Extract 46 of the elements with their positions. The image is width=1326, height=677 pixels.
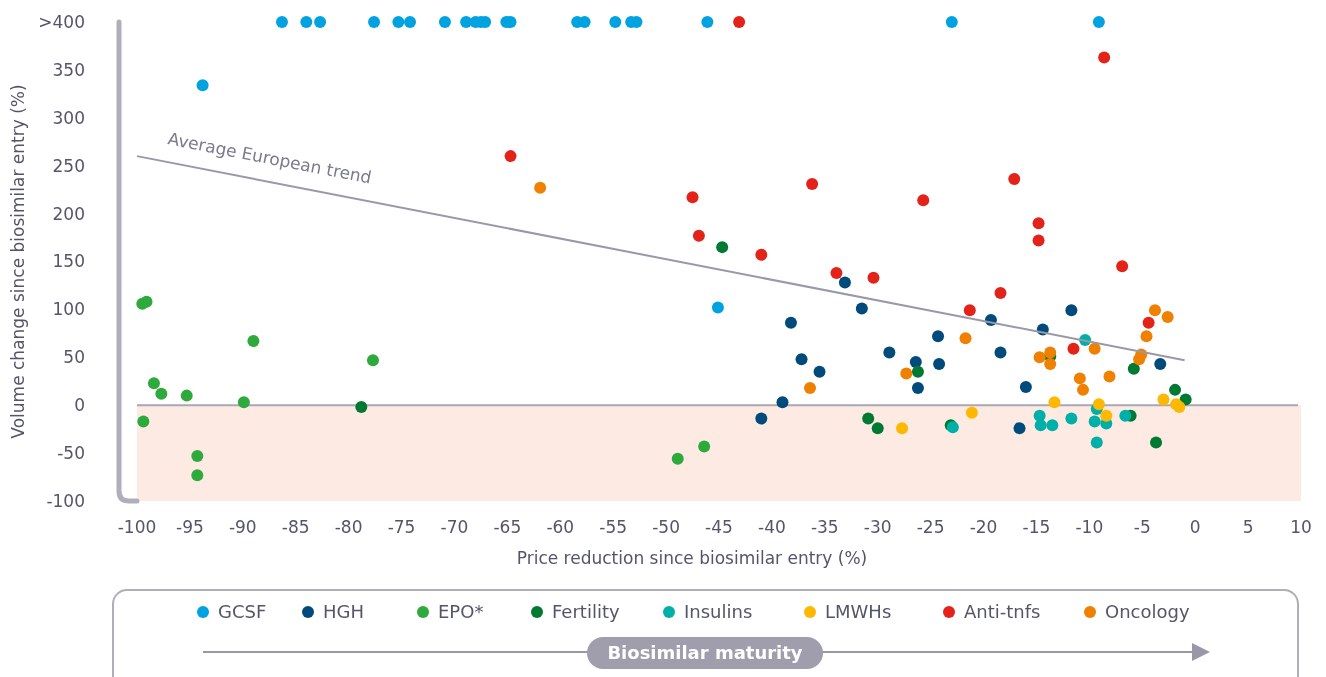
x-tick-label: -50 bbox=[652, 517, 680, 537]
x-tick-label: -85 bbox=[281, 517, 310, 537]
x-tick-label: -65 bbox=[493, 517, 522, 537]
x-tick-label: -55 bbox=[599, 517, 628, 537]
y-tick-label: 100 bbox=[52, 299, 85, 320]
x-tick-label: -100 bbox=[117, 517, 157, 537]
x-tick-label: 0 bbox=[1189, 517, 1201, 537]
y-tick-label: >400 bbox=[38, 11, 85, 32]
x-tick-label: 10 bbox=[1290, 517, 1312, 537]
x-tick-label: -30 bbox=[863, 517, 892, 537]
x-tick-label: -40 bbox=[758, 517, 786, 537]
y-tick-label: 0 bbox=[74, 395, 85, 416]
text: Average European trend bbox=[166, 128, 374, 188]
x-tick-label: -20 bbox=[969, 517, 998, 537]
x-tick-label: -25 bbox=[916, 517, 945, 537]
y-tick-label: 200 bbox=[52, 203, 85, 224]
x-tick-label: -95 bbox=[176, 517, 204, 537]
legend-label: Anti-tnfs bbox=[964, 601, 1041, 623]
x-tick-label: -45 bbox=[705, 517, 733, 537]
x-tick-label: -90 bbox=[228, 517, 257, 537]
x-tick-label: -70 bbox=[440, 517, 469, 537]
x-tick-label: -80 bbox=[334, 517, 363, 537]
y-tick-label: 250 bbox=[52, 155, 85, 176]
y-tick-label: -100 bbox=[46, 490, 85, 511]
y-tick-label: 350 bbox=[52, 59, 85, 80]
y-axis-title: Volume change since biosimilar entry (%) bbox=[8, 84, 28, 439]
y-tick-label: 50 bbox=[63, 347, 85, 368]
x-tick-label: -5 bbox=[1133, 517, 1151, 537]
y-tick-label: 300 bbox=[52, 107, 85, 128]
legend-label: Fertility bbox=[552, 601, 620, 623]
legend-label: Oncology bbox=[1105, 601, 1190, 623]
y-tick-label: 150 bbox=[52, 251, 85, 272]
legend-label: EPO* bbox=[438, 601, 484, 623]
legend-label: GCSF bbox=[218, 601, 267, 623]
legend-label: Insulins bbox=[684, 601, 753, 623]
x-tick-label: -15 bbox=[1022, 517, 1051, 537]
y-tick-label: -50 bbox=[57, 443, 85, 464]
text: Biosimilar maturity bbox=[607, 642, 803, 664]
x-tick-label: -60 bbox=[546, 517, 575, 537]
x-axis-title: Price reduction since biosimilar entry (%) bbox=[516, 548, 868, 568]
x-tick-label: -10 bbox=[1075, 517, 1104, 537]
legend-label: LMWHs bbox=[825, 601, 892, 623]
x-tick-label: -75 bbox=[387, 517, 416, 537]
x-tick-label: -35 bbox=[810, 517, 839, 537]
legend-label: HGH bbox=[323, 601, 365, 623]
x-tick-label: 5 bbox=[1242, 517, 1254, 537]
